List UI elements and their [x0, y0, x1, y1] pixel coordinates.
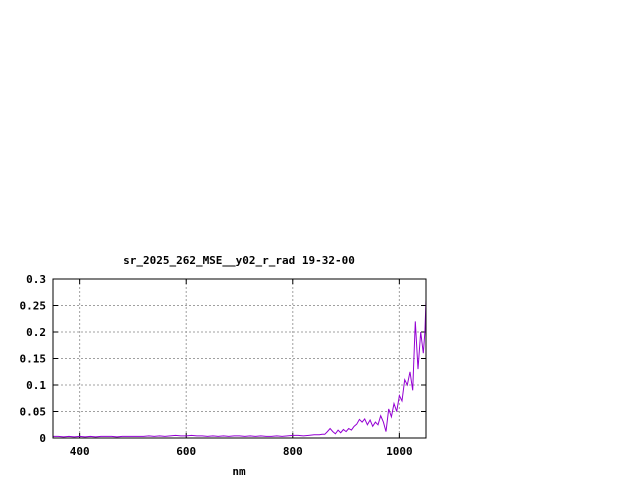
y-tick-label: 0.2: [26, 326, 46, 339]
plot-border: [52, 278, 427, 439]
y-tick-label: 0: [39, 432, 46, 445]
x-tick-label: 800: [283, 445, 303, 458]
series-line: [53, 300, 427, 438]
x-axis-label: nm: [232, 465, 246, 478]
y-tick-label: 0.3: [26, 273, 46, 286]
x-tick-label: 1000: [386, 445, 413, 458]
y-tick-label: 0.15: [20, 353, 47, 366]
grid: [53, 279, 426, 438]
chart-title: sr_2025_262_MSE__y02_r_rad 19-32-00: [123, 254, 355, 267]
x-tick-label: 600: [176, 445, 196, 458]
axis-ticks: 400 600 800 1000 0 0.05 0.1 0.15 0.2 0.25 0.3: [20, 273, 426, 458]
y-tick-label: 0.1: [26, 379, 46, 392]
y-tick-label: 0.25: [20, 300, 47, 313]
x-tick-label: 400: [70, 445, 90, 458]
y-tick-label: 0.05: [20, 406, 47, 419]
